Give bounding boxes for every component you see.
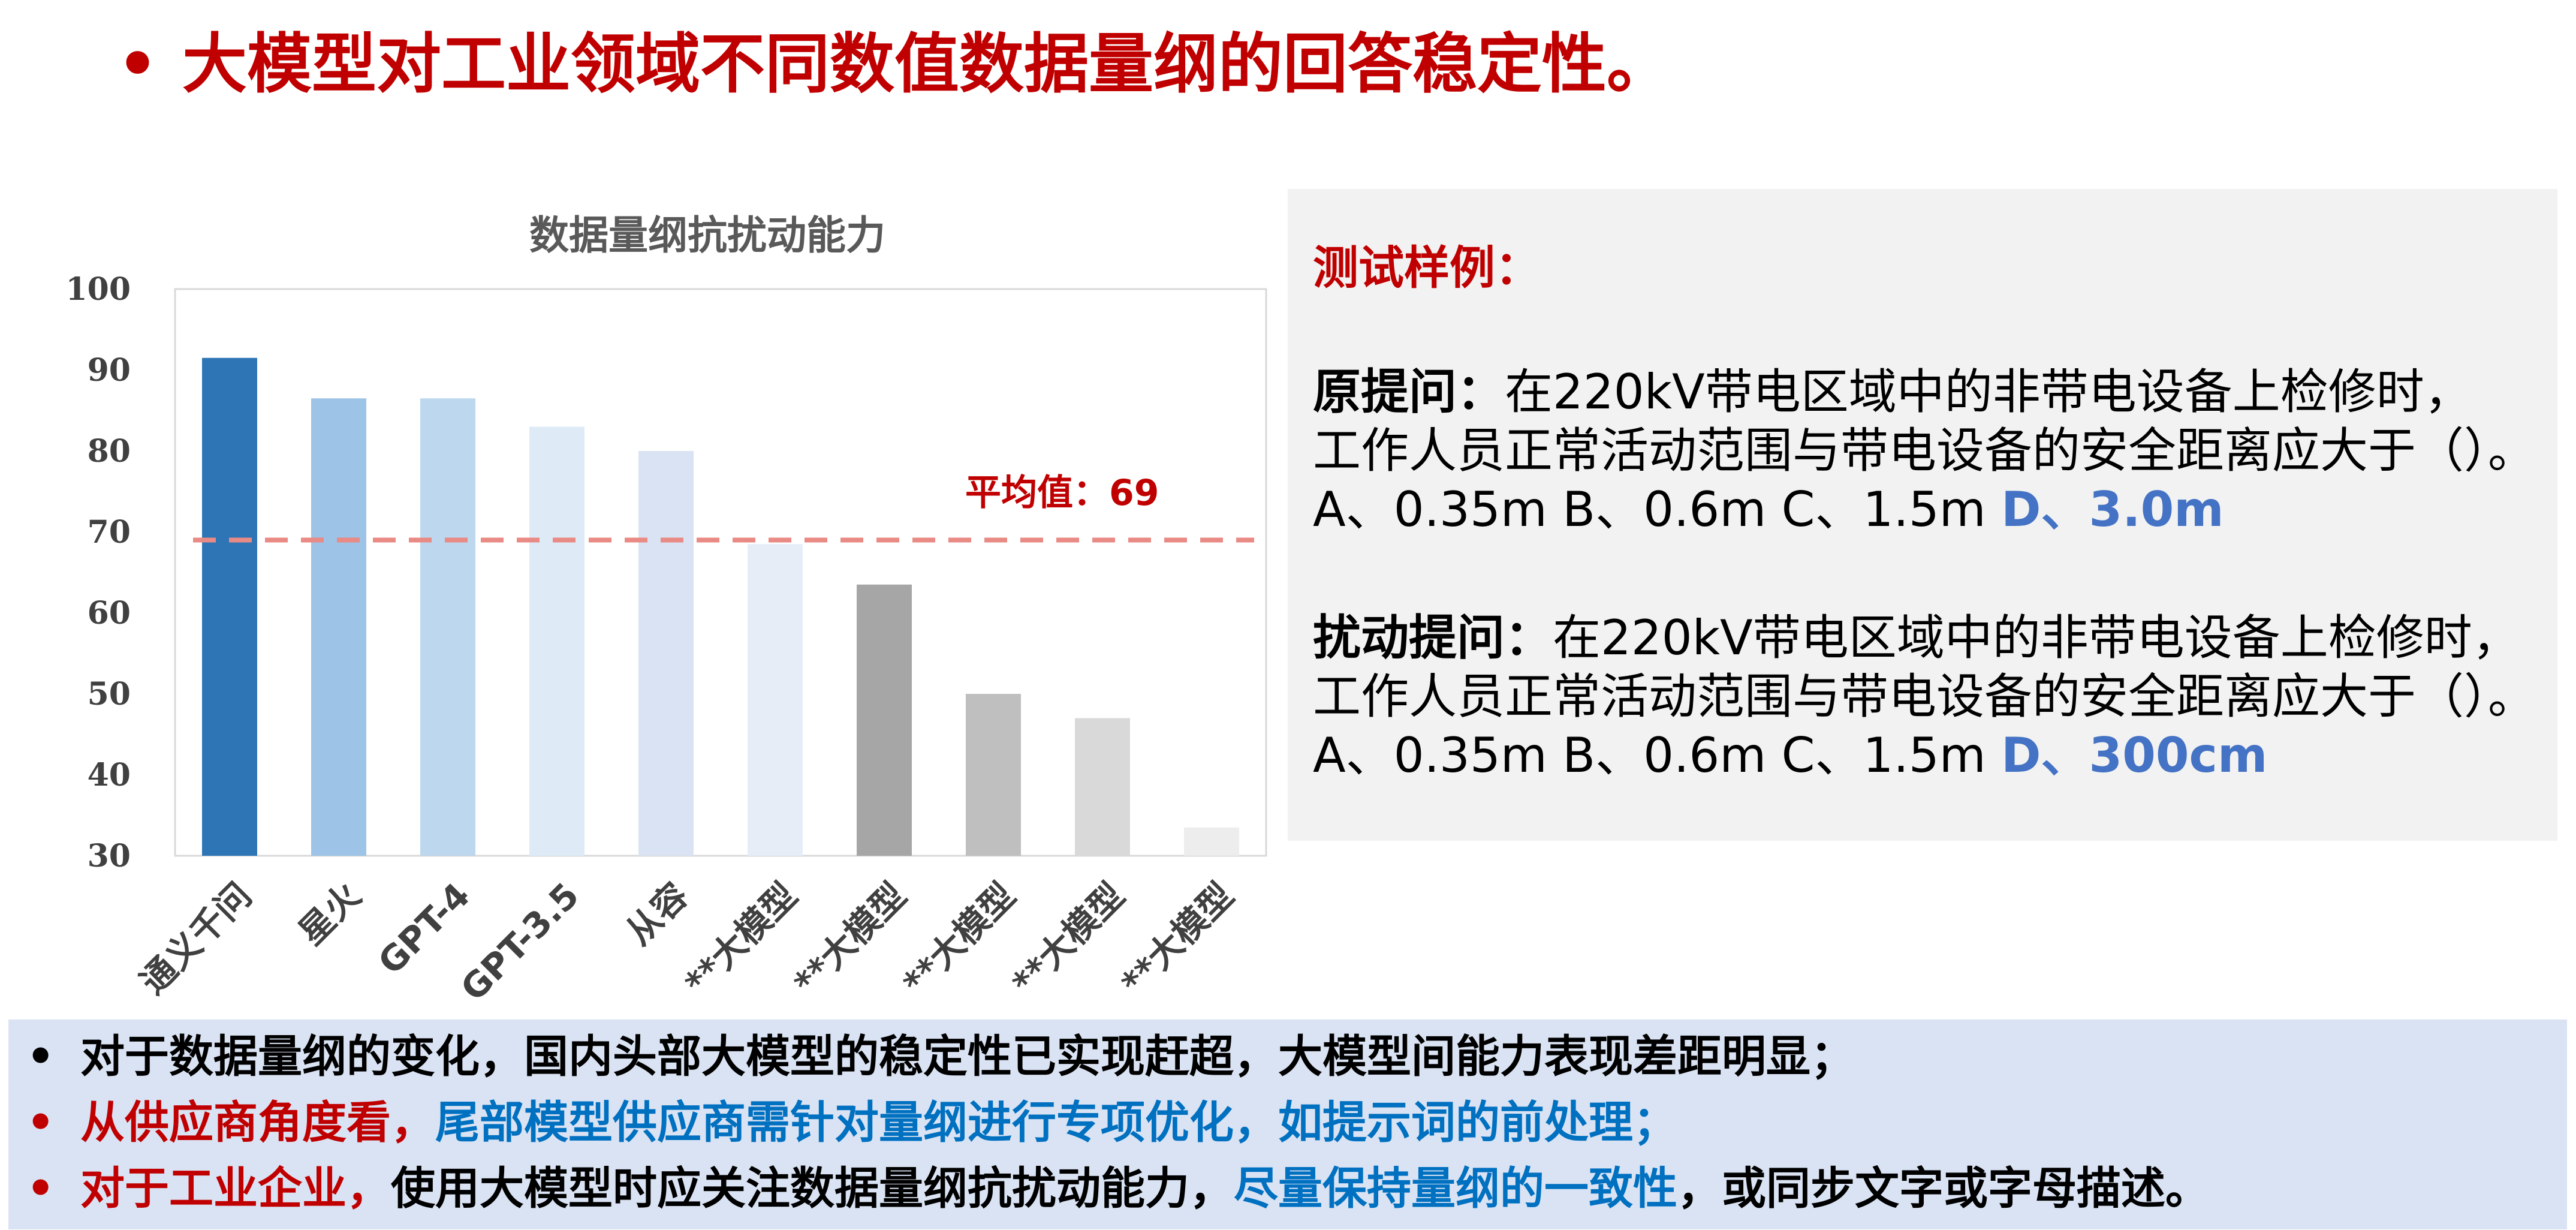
summary-line-3-text: 使用大模型时应关注数据量纲抗扰动能力， (391, 1163, 1234, 1214)
original-question-label: 原提问： (1313, 364, 1505, 420)
bar (1075, 718, 1130, 856)
original-question-line1: 在220kV带电区域中的非带电设备上检修时， (1505, 364, 2472, 420)
sample-title: 测试样例： (1313, 241, 1541, 294)
summary-line-3-tail: ，或同步文字或字母描述。 (1677, 1163, 2210, 1214)
original-question-answer: D、3.0m (2001, 482, 2224, 537)
y-tick-label: 40 (88, 757, 131, 793)
y-tick-label: 50 (88, 676, 131, 712)
x-tick-label: 从容 (618, 875, 696, 953)
summary-line-1-text: 对于数据量纲的变化，国内头部大模型的稳定性已实现赶超，大模型间能力表现差距明显； (80, 1031, 1855, 1082)
y-tick-label: 90 (88, 352, 131, 389)
perturbed-question-answer: D、300cm (2001, 727, 2268, 783)
summary-line-3-highlight: 尽量保持量纲的一致性 (1234, 1163, 1677, 1214)
original-question-options: A、0.35m B、0.6m C、1.5m (1313, 482, 2002, 537)
bars (202, 357, 1239, 856)
bar (966, 694, 1021, 856)
bar (202, 357, 257, 856)
summary-line-3-lead: 对于工业企业， (80, 1163, 391, 1214)
perturbed-question-line2: 工作人员正常活动范围与带电设备的安全距离应大于（）。 (1313, 669, 2536, 724)
bar-chart: 数据量纲抗扰动能力 30 40 50 60 70 80 90 100 通义千问 星火 GPT-4G… (65, 212, 1267, 1009)
summary-bullet: • (26, 1031, 55, 1082)
y-tick-label: 60 (88, 595, 131, 631)
original-question-line2: 工作人员正常活动范围与带电设备的安全距离应大于（）。 (1313, 423, 2536, 479)
average-label: 平均值：69 (965, 472, 1159, 514)
perturbed-question-options: A、0.35m B、0.6m C、1.5m (1313, 727, 2002, 783)
perturbed-question-line1: 在220kV带电区域中的非带电设备上检修时， (1553, 610, 2520, 666)
title-bullet: • (117, 27, 159, 102)
x-tick-label: **大模型 (677, 875, 805, 1003)
summary-bullet: • (26, 1163, 55, 1214)
y-tick-label: 80 (88, 433, 131, 470)
summary-bullet: • (26, 1097, 55, 1148)
page-title: • 大模型对工业领域不同数值数据量纲的回答稳定性。 (117, 23, 1671, 107)
bar (1184, 827, 1239, 856)
y-tick-label: 70 (88, 514, 131, 551)
test-sample-panel: 测试样例： 原提问：在220kV带电区域中的非带电设备上检修时， 工作人员正常活… (1288, 189, 2557, 841)
summary-line-2-lead: 从供应商角度看， (80, 1097, 435, 1148)
summary-line-3: • 对于工业企业，使用大模型时应关注数据量纲抗扰动能力，尽量保持量纲的一致性，或同… (26, 1162, 2210, 1216)
bar (529, 426, 585, 856)
title-text: 大模型对工业领域不同数值数据量纲的回答稳定性。 (182, 27, 1672, 102)
x-tick-label: 通义千问 (132, 875, 260, 1002)
x-tick-label: **大模型 (1004, 875, 1132, 1003)
x-tick-label: GPT-3.5 (453, 875, 586, 1009)
bar (420, 398, 475, 856)
y-axis-ticks: 30 40 50 60 70 80 90 100 (65, 271, 131, 874)
summary-line-2-text: 尾部模型供应商需针对量纲进行专项优化，如提示词的前处理； (435, 1097, 1677, 1148)
bar (857, 584, 912, 856)
chart-title: 数据量纲抗扰动能力 (529, 212, 885, 258)
perturbed-question-label: 扰动提问： (1313, 610, 1553, 666)
bar (311, 398, 366, 856)
y-tick-label: 100 (65, 271, 131, 308)
summary-line-2: • 从供应商角度看，尾部模型供应商需针对量纲进行专项优化，如提示词的前处理； (26, 1096, 1677, 1150)
summary-line-1: • 对于数据量纲的变化，国内头部大模型的稳定性已实现赶超，大模型间能力表现差距明显… (26, 1030, 1855, 1084)
y-tick-label: 30 (88, 838, 131, 874)
x-tick-label: GPT-4 (370, 875, 478, 982)
x-tick-label: **大模型 (786, 875, 914, 1003)
x-tick-label: 星火 (291, 875, 369, 953)
bar (638, 451, 694, 856)
x-tick-label: **大模型 (895, 875, 1023, 1003)
x-tick-label: **大模型 (1113, 875, 1242, 1003)
plot-area-frame (174, 288, 1267, 857)
bar (748, 544, 803, 856)
summary-box: • 对于数据量纲的变化，国内头部大模型的稳定性已实现赶超，大模型间能力表现差距明显… (8, 1020, 2567, 1229)
original-question: 原提问：在220kV带电区域中的非带电设备上检修时， 工作人员正常活动范围与带电… (1313, 363, 2536, 539)
perturbed-question: 扰动提问：在220kV带电区域中的非带电设备上检修时， 工作人员正常活动范围与带… (1313, 609, 2536, 785)
